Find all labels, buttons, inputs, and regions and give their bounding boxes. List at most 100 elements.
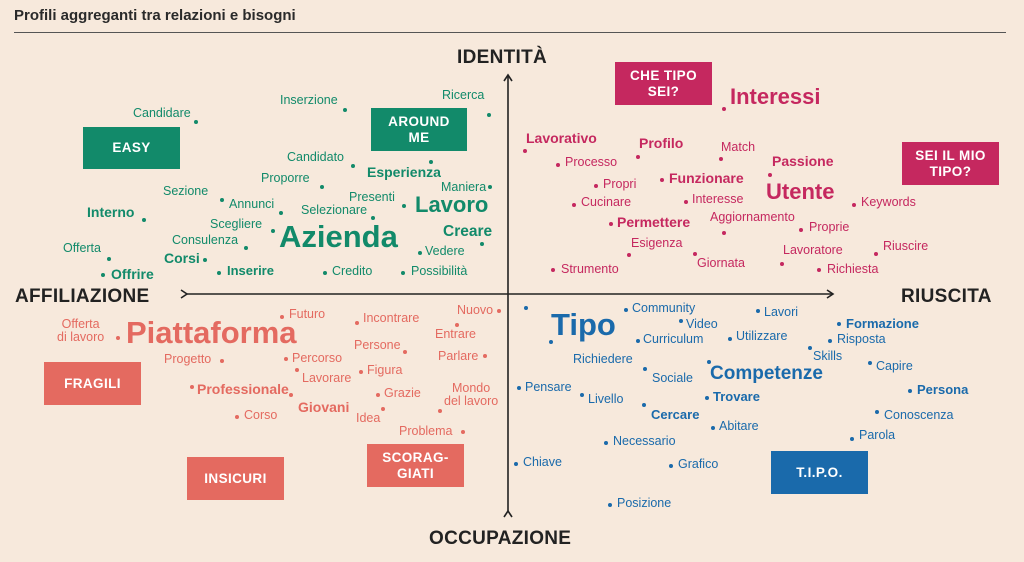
word-maniera: Maniera [441, 180, 487, 194]
word-scegliere: Scegliere [210, 217, 263, 231]
dot-lavoratore [780, 262, 784, 266]
dot-corsi [203, 258, 207, 262]
word-processo: Processo [565, 155, 618, 169]
word-inserzione: Inserzione [280, 93, 338, 107]
word-match: Match [721, 140, 756, 154]
dot-permettere [609, 222, 613, 226]
dot-esperienza [429, 160, 433, 164]
dot-keywords [852, 203, 856, 207]
dot-futuro [280, 315, 284, 319]
dot-entrare [455, 323, 459, 327]
dot-cucinare [572, 203, 576, 207]
word-pensare: Pensare [525, 380, 572, 394]
dot-skills [808, 346, 812, 350]
word-interessi: Interessi [730, 84, 821, 109]
word-lavorare: Lavorare [302, 371, 352, 385]
word-credito: Credito [332, 264, 373, 278]
dot-livello [580, 393, 584, 397]
dot-inserzione [343, 108, 347, 112]
word-cercare: Cercare [651, 407, 700, 422]
dot-nuovo [497, 309, 501, 313]
axis-label-left: AFFILIAZIONE [15, 286, 150, 307]
dot-community [624, 308, 628, 312]
dot-professionale [190, 385, 194, 389]
dot-maniera [488, 185, 492, 189]
word-keywords: Keywords [861, 195, 916, 209]
word-interesse: Interesse [692, 192, 744, 206]
word-funzionare: Funzionare [669, 170, 744, 186]
box-sei-il-mio-tipo: SEI IL MIO TIPO? [902, 142, 999, 185]
word-giornata: Giornata [697, 256, 745, 270]
word-sociale: Sociale [652, 371, 693, 385]
word-presenti: Presenti [349, 190, 395, 204]
word-permettere: Permettere [617, 214, 691, 230]
dot-sezione [220, 198, 224, 202]
word-capire: Capire [876, 359, 913, 373]
dot-persona [908, 389, 912, 393]
dot-curriculum [636, 339, 640, 343]
word-aggiornamento: Aggiornamento [710, 210, 795, 224]
dot-interno [142, 218, 146, 222]
box-fragili: FRAGILI [44, 362, 141, 405]
dot-richiesta [817, 268, 821, 272]
dot-percorso [284, 357, 288, 361]
word-trovare: Trovare [713, 389, 760, 404]
dot-aggiornamento [722, 231, 726, 235]
word-interno: Interno [87, 204, 135, 220]
word-parola: Parola [859, 428, 896, 442]
dot-strumento [551, 268, 555, 272]
dot-candidato [351, 164, 355, 168]
dot-sociale [643, 367, 647, 371]
word-cucinare: Cucinare [581, 195, 632, 209]
word-ricerca: Ricerca [442, 88, 485, 102]
dot-giornata [693, 252, 697, 256]
word-persona: Persona [917, 382, 969, 397]
dot-selezionare [371, 216, 375, 220]
title-divider [14, 32, 1006, 33]
word-community: Community [632, 301, 696, 315]
word-creare: Creare [443, 223, 493, 240]
word-candidato: Candidato [287, 150, 344, 164]
axis-label-top: IDENTITÀ [457, 47, 548, 68]
box-che-tipo-sei: CHE TIPO SEI? [615, 62, 712, 105]
dot-tipo [524, 306, 528, 310]
word-proporre: Proporre [261, 171, 310, 185]
word-formazione: Formazione [846, 316, 919, 331]
word-consulenza: Consulenza [172, 233, 239, 247]
word-livello: Livello [588, 392, 624, 406]
dot-presenti [402, 204, 406, 208]
dot-capire [868, 361, 872, 365]
word-skills: Skills [813, 349, 843, 363]
word-video: Video [686, 317, 718, 331]
word-corsi: Corsi [164, 250, 200, 266]
word-offerta: Offerta [63, 241, 101, 255]
word-abitare: Abitare [719, 419, 759, 433]
dot-funzionare [660, 178, 664, 182]
word-proprie: Proprie [809, 220, 850, 234]
dot-interessi [722, 107, 726, 111]
word-conoscenza: Conoscenza [884, 408, 954, 422]
word-lavoratore: Lavoratore [783, 243, 843, 257]
word-risposta: Risposta [837, 332, 886, 346]
dot-esigenza [627, 253, 631, 257]
word-candidare: Candidare [133, 106, 191, 120]
word-strumento: Strumento [561, 262, 619, 276]
dot-processo [556, 163, 560, 167]
box-around-me: AROUND ME [371, 108, 467, 151]
dot-offrire [101, 273, 105, 277]
word-idea: Idea [356, 411, 381, 425]
page-title: Profili aggreganti tra relazioni e bisog… [14, 7, 296, 24]
word-parlare: Parlare [438, 349, 479, 363]
dot-posizione [608, 503, 612, 507]
box-easy: EASY [83, 127, 180, 169]
dot-match [719, 157, 723, 161]
dot-vedere [418, 251, 422, 255]
word-grazie: Grazie [384, 386, 421, 400]
dot-persone [403, 350, 407, 354]
dot-lavorativo [523, 149, 527, 153]
dot-video [679, 319, 683, 323]
dot-competenze [707, 360, 711, 364]
dot-interesse [684, 200, 688, 204]
word-richiesta: Richiesta [827, 262, 879, 276]
dot-inserire [217, 271, 221, 275]
